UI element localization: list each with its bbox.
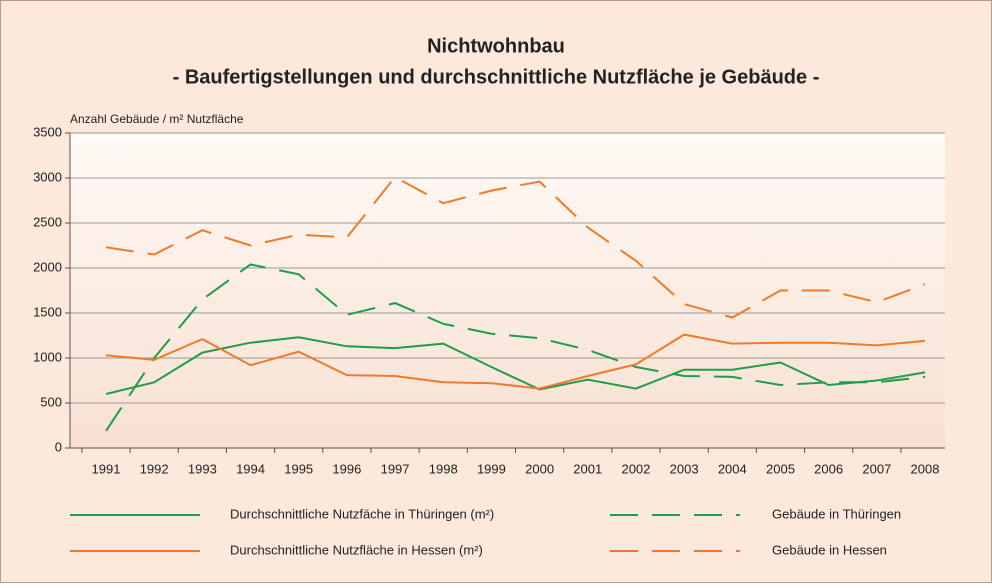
legend-label: Durchschnittliche Nutzfäche in Thüringen… <box>230 506 494 521</box>
x-tick-label: 1998 <box>429 461 458 476</box>
y-tick-label: 500 <box>40 394 62 409</box>
y-tick-label: 3500 <box>33 124 62 139</box>
x-tick-label: 1994 <box>236 461 265 476</box>
x-tick-label: 2008 <box>911 461 940 476</box>
x-tick-label: 2002 <box>621 461 650 476</box>
x-tick-label: 2000 <box>525 461 554 476</box>
legend-label: Gebäude in Thüringen <box>772 506 901 521</box>
legend-label: Durchschnittliche Nutzfläche in Hessen (… <box>230 542 483 557</box>
y-axis-label: Anzahl Gebäude / m² Nutzfläche <box>70 112 244 126</box>
chart-title: Nichtwohnbau <box>427 35 565 57</box>
x-tick-label: 2004 <box>718 461 747 476</box>
x-tick-label: 2005 <box>766 461 795 476</box>
x-tick-label: 2006 <box>814 461 843 476</box>
y-tick-label: 0 <box>55 439 62 454</box>
x-tick-label: 1995 <box>284 461 313 476</box>
x-tick-label: 2003 <box>670 461 699 476</box>
line <box>105 333 926 390</box>
x-tick-label: 2001 <box>573 461 602 476</box>
x-tick-label: 1997 <box>381 461 410 476</box>
line <box>105 263 926 432</box>
x-tick-label: 1996 <box>332 461 361 476</box>
y-tick-label: 2500 <box>33 214 62 229</box>
y-tick-label: 2000 <box>33 259 62 274</box>
line <box>105 175 926 319</box>
x-tick-label: 1999 <box>477 461 506 476</box>
y-tick-label: 1000 <box>33 349 62 364</box>
x-tick-label: 1991 <box>92 461 121 476</box>
y-tick-label: 1500 <box>33 304 62 319</box>
x-tick-label: 2007 <box>862 461 891 476</box>
y-tick-label: 3000 <box>33 169 62 184</box>
legend-label: Gebäude in Hessen <box>772 542 887 557</box>
line <box>105 336 926 395</box>
chart-subtitle: - Baufertigstellungen und durchschnittli… <box>173 66 820 88</box>
x-tick-label: 1993 <box>188 461 217 476</box>
x-tick-label: 1992 <box>140 461 169 476</box>
